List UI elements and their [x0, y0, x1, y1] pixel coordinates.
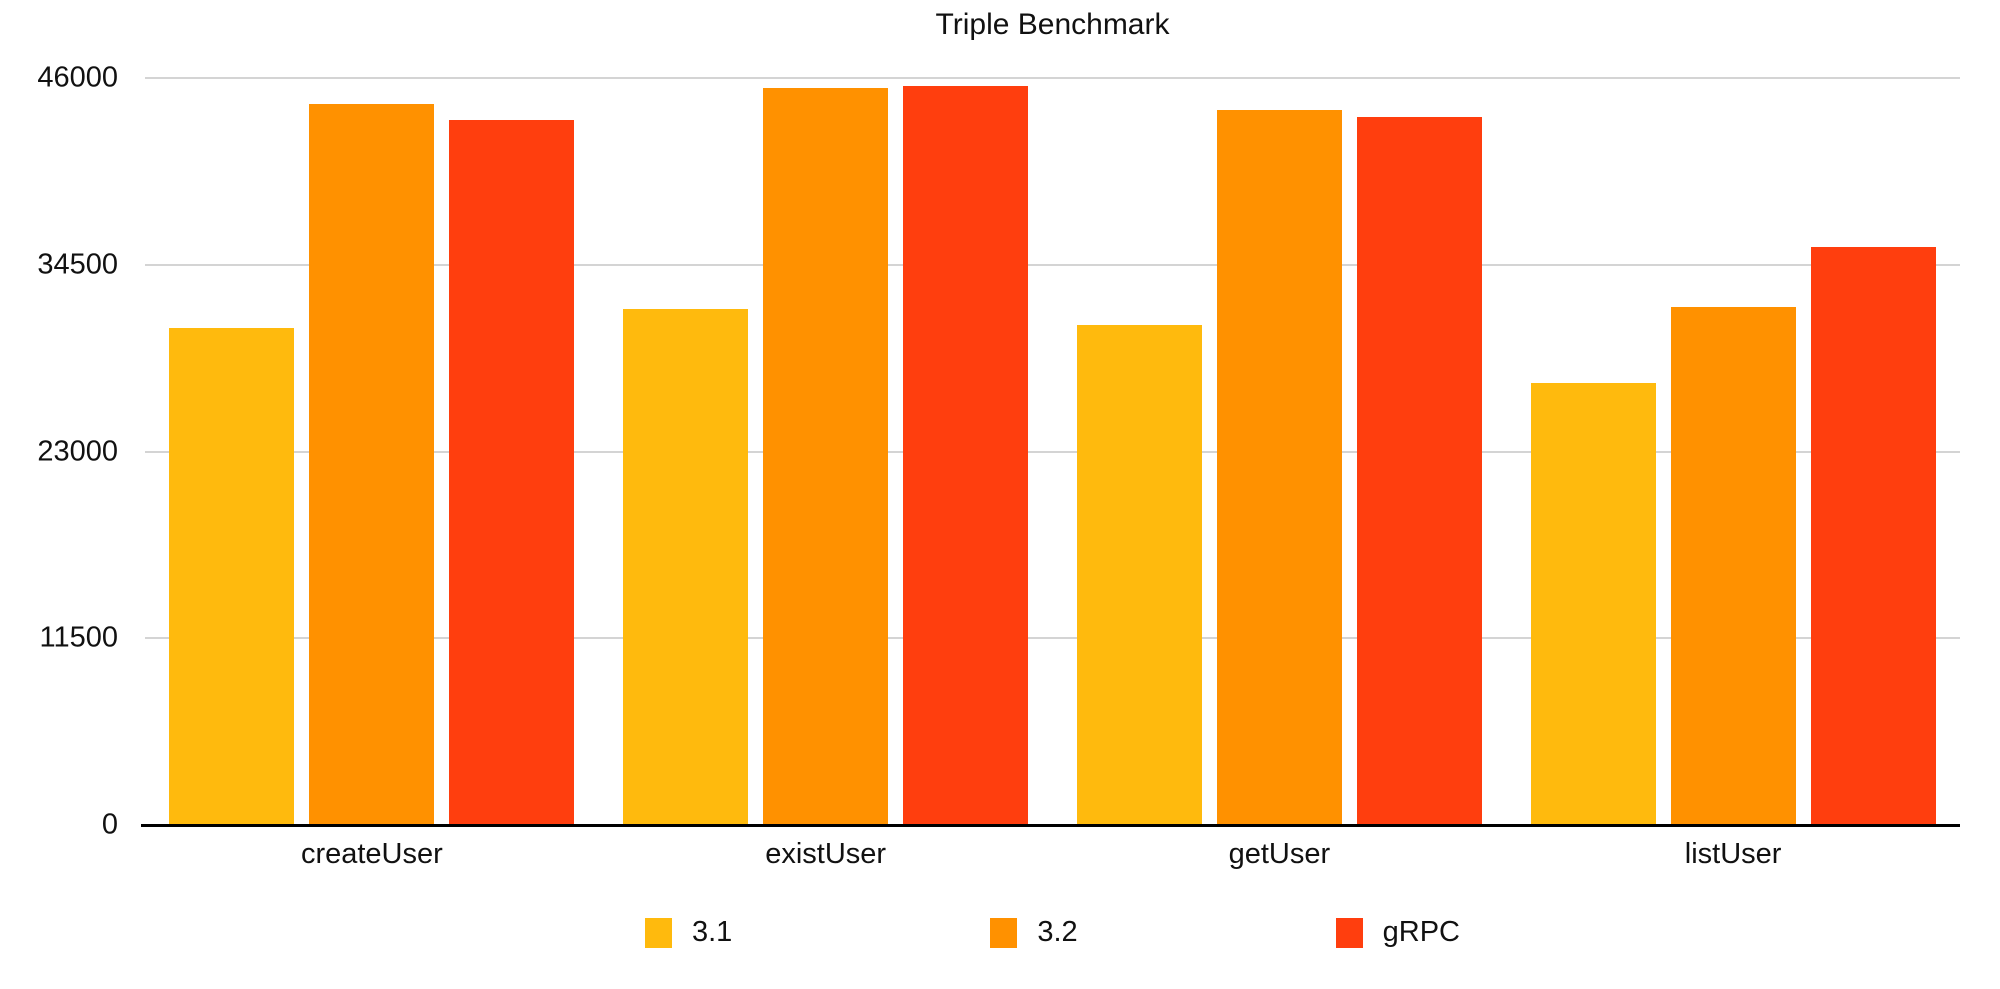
bar-3.2-listUser — [1670, 306, 1796, 825]
y-tick-label: 46000 — [37, 61, 118, 94]
legend-item-3.2: 3.2 — [990, 916, 1078, 949]
bar-group-existUser — [599, 78, 1053, 825]
x-category-label: createUser — [300, 838, 443, 870]
legend-swatch — [1335, 917, 1363, 948]
bar-gRPC-existUser — [903, 86, 1029, 825]
legend-label: 3.2 — [1037, 916, 1078, 948]
bar-3.1-getUser — [1076, 324, 1202, 825]
gridline — [145, 637, 1960, 640]
legend-swatch — [644, 917, 672, 948]
legend-swatch — [990, 917, 1018, 948]
legend-label: gRPC — [1382, 916, 1460, 948]
bar-group-getUser — [1053, 78, 1507, 825]
bar-group-listUser — [1506, 78, 1960, 825]
gridline — [145, 77, 1960, 79]
bar-group-createUser — [145, 78, 599, 825]
bar-3.2-getUser — [1216, 110, 1342, 825]
x-category-label: listUser — [1684, 838, 1782, 870]
y-tick-label: 34500 — [37, 248, 118, 281]
gridline — [145, 450, 1960, 453]
plot-area — [141, 77, 1960, 827]
legend-item-3.1: 3.1 — [644, 916, 733, 949]
y-tick-label: 11500 — [39, 621, 119, 654]
y-axis: 0 11500 23000 34500 46000 — [0, 62, 119, 841]
x-axis-line — [141, 824, 1960, 827]
x-category-label: existUser — [765, 838, 887, 870]
y-tick-label: 23000 — [37, 435, 118, 467]
x-axis: createUser existUser getUser listUser — [145, 838, 1960, 871]
legend: 3.1 3.2 gRPC — [145, 916, 1960, 949]
bar-3.2-existUser — [763, 87, 889, 825]
bar-gRPC-createUser — [449, 120, 575, 825]
bar-3.2-createUser — [309, 103, 435, 825]
x-category-label: getUser — [1228, 838, 1331, 870]
bar-3.1-createUser — [169, 328, 295, 825]
legend-label: 3.1 — [691, 916, 733, 948]
bar-groups — [145, 78, 1960, 825]
bar-3.1-listUser — [1530, 383, 1656, 825]
bar-3.1-existUser — [623, 308, 749, 825]
bar-gRPC-getUser — [1356, 116, 1482, 825]
gridline — [145, 263, 1960, 266]
y-tick-label: 0 — [101, 808, 118, 841]
bar-gRPC-listUser — [1810, 246, 1936, 825]
chart-title: Triple Benchmark — [935, 8, 1170, 41]
legend-item-gRPC: gRPC — [1335, 916, 1460, 949]
